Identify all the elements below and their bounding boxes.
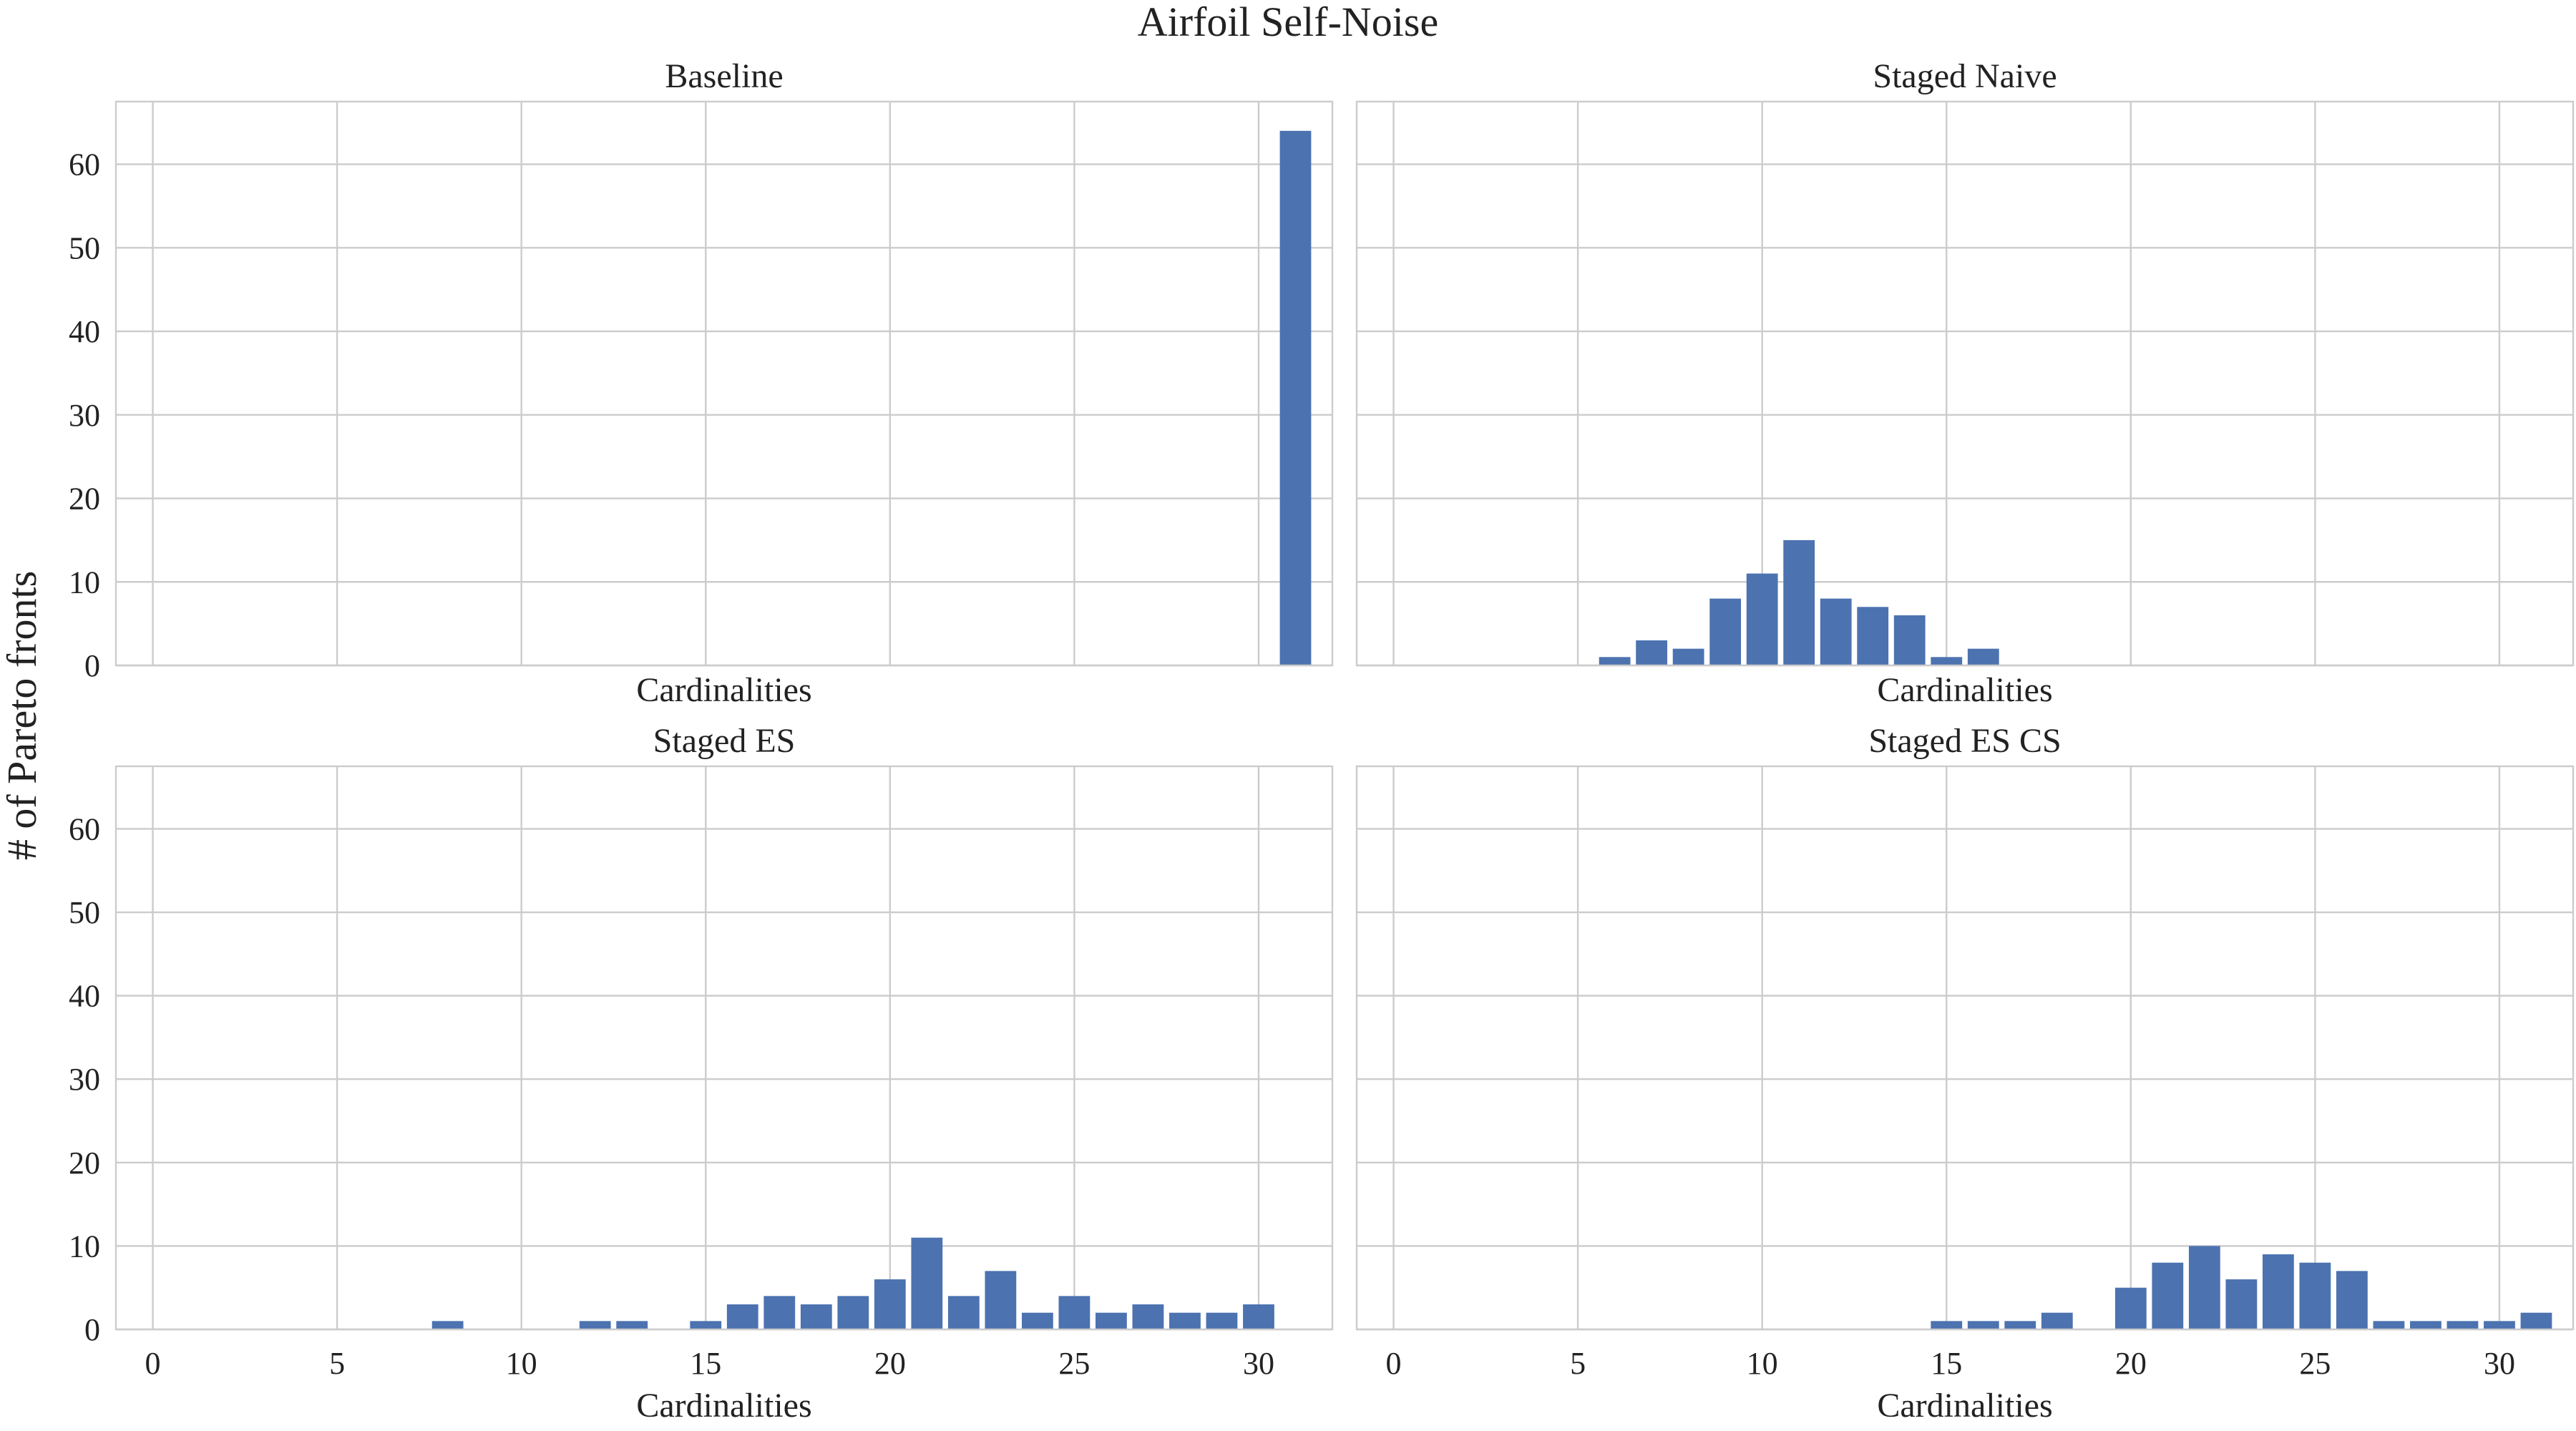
subplot-title: Staged Naive: [1873, 57, 2057, 95]
bar: [726, 1304, 758, 1329]
bar: [1931, 1321, 1963, 1329]
x-tick-label: 20: [874, 1346, 906, 1381]
bar: [616, 1321, 648, 1329]
bar: [1820, 598, 1852, 665]
x-tick-label: 15: [1931, 1346, 1962, 1381]
bar: [1096, 1312, 1127, 1329]
x-tick-label: 10: [1747, 1346, 1778, 1381]
bar: [579, 1321, 611, 1329]
bar: [2336, 1271, 2368, 1329]
x-tick-label: 0: [145, 1346, 161, 1381]
bar: [1746, 573, 1778, 665]
bar: [2484, 1321, 2515, 1329]
subplot-title: Staged ES CS: [1868, 722, 2061, 760]
y-tick-label: 0: [84, 648, 100, 683]
bar: [2373, 1321, 2405, 1329]
bar: [1279, 130, 1312, 665]
y-tick-label: 60: [69, 147, 100, 182]
x-tick-label: 20: [2115, 1346, 2147, 1381]
bar: [1206, 1312, 1238, 1329]
bar: [1058, 1296, 1091, 1329]
axes-frame: [1355, 765, 2575, 1331]
x-axis-label: Cardinalities: [1877, 671, 2052, 709]
bar: [947, 1296, 980, 1329]
bar: [431, 1321, 464, 1329]
bar: [1967, 1321, 1999, 1329]
x-tick-label: 15: [690, 1346, 721, 1381]
x-tick-label: 5: [1570, 1346, 1586, 1381]
y-tick-label: 10: [69, 1229, 100, 1264]
x-tick-label: 30: [1243, 1346, 1274, 1381]
bar: [2299, 1262, 2331, 1329]
x-tick-label: 5: [329, 1346, 345, 1381]
x-axis-label: Cardinalities: [1877, 1387, 2052, 1425]
axes-frame: [1355, 100, 2575, 667]
x-axis-label: Cardinalities: [636, 1387, 811, 1425]
bar: [1169, 1312, 1201, 1329]
subplot-baseline: Baseline Cardinalities 0 10 20 30 40 50 60: [69, 57, 1334, 709]
bar: [1132, 1304, 1164, 1329]
x-tick-label: 25: [1058, 1346, 1090, 1381]
bar: [763, 1296, 796, 1329]
y-tick-label: 40: [69, 314, 100, 349]
shared-y-axis-label: # of Pareto fronts: [0, 571, 45, 860]
bar: [690, 1321, 722, 1329]
bar: [1967, 648, 1999, 665]
bar: [911, 1237, 943, 1329]
bar: [2114, 1287, 2147, 1329]
bar: [837, 1296, 869, 1329]
y-tick-label: 60: [69, 811, 100, 846]
bar: [1709, 598, 1742, 665]
bar: [1599, 657, 1631, 665]
y-tick-label: 20: [69, 482, 100, 517]
bar: [2262, 1254, 2294, 1329]
bar: [1672, 648, 1704, 665]
bar: [1893, 615, 1926, 665]
subplot-staged-es: Staged ES Cardinalities 0 5 10 15 20 25 30 0 10 20 3…: [69, 722, 1334, 1425]
bar: [1021, 1312, 1053, 1329]
x-tick-label: 25: [2299, 1346, 2331, 1381]
bar: [2410, 1321, 2441, 1329]
bar: [1636, 640, 1668, 665]
bar: [1783, 539, 1815, 665]
bar: [2520, 1312, 2552, 1329]
y-tick-label: 30: [69, 1062, 100, 1097]
bar: [2004, 1321, 2036, 1329]
axes-frame: [114, 100, 1334, 667]
y-tick-label: 50: [69, 230, 100, 265]
axes-frame: [114, 765, 1334, 1331]
subplot-title: Staged ES: [653, 722, 796, 760]
x-axis-label: Cardinalities: [636, 671, 811, 709]
bar: [2446, 1321, 2479, 1329]
subplot-staged-es-cs: Staged ES CS Cardinalities 0 5 10 15 20 25 30: [1355, 722, 2575, 1425]
subplots: BaselineCardinalities0102030405060Staged…: [69, 57, 2575, 1425]
subplot-staged-naive: Staged Naive Cardinalities: [1355, 57, 2575, 709]
bar: [800, 1304, 832, 1329]
figure-title: Airfoil Self-Noise: [1138, 0, 1438, 45]
x-tick-label: 0: [1386, 1346, 1402, 1381]
bar: [2152, 1262, 2184, 1329]
bar: [2041, 1312, 2073, 1329]
bar: [2188, 1246, 2220, 1329]
y-tick-label: 40: [69, 979, 100, 1014]
bar: [1931, 657, 1963, 665]
y-tick-label: 50: [69, 895, 100, 930]
subplot-title: Baseline: [665, 57, 783, 95]
y-tick-label: 0: [84, 1312, 100, 1347]
y-tick-label: 20: [69, 1146, 100, 1181]
bar: [874, 1279, 906, 1329]
y-tick-label: 30: [69, 398, 100, 433]
x-tick-label: 10: [506, 1346, 537, 1381]
y-tick-label: 10: [69, 565, 100, 600]
bar: [1857, 607, 1889, 665]
x-tick-label: 30: [2484, 1346, 2515, 1381]
bar: [1243, 1304, 1274, 1329]
bar: [985, 1271, 1017, 1329]
bar: [2225, 1279, 2258, 1329]
